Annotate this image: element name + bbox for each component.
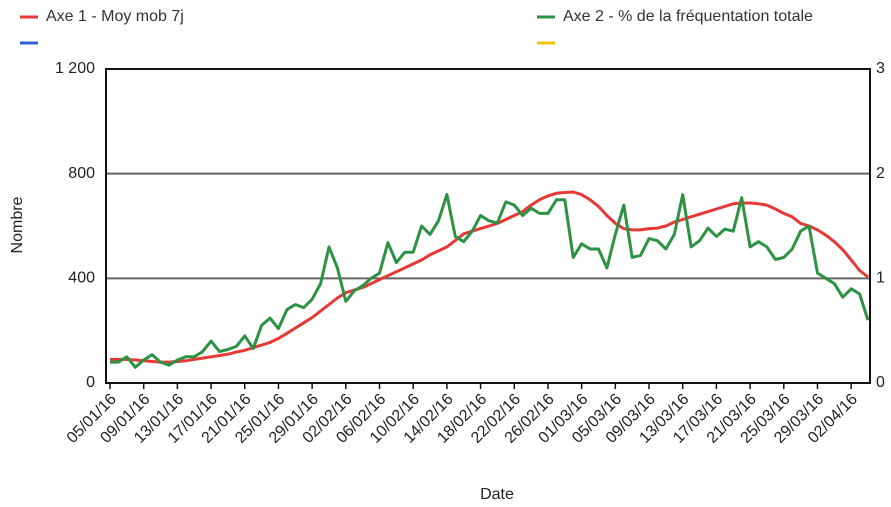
y2-tick-label: 2: [876, 165, 885, 182]
y-tick-label: 0: [86, 374, 95, 391]
plot-frame: [105, 68, 871, 384]
y2-tick-label: 3: [876, 60, 885, 77]
series-line: [110, 193, 870, 369]
y2-tick-label: 1: [876, 270, 885, 287]
x-axis-title: Date: [480, 486, 514, 503]
y-tick-label: 800: [68, 165, 95, 182]
series-line: [110, 190, 869, 364]
y-tick-label: 400: [68, 270, 95, 287]
legend-label: Axe 1 - Moy mob 7j: [46, 8, 184, 25]
y-tick-label: 1 200: [55, 60, 95, 77]
legend-label: Axe 2 - % de la fréquentation totale: [563, 8, 813, 25]
y-axis-title: Nombre: [9, 196, 26, 253]
y2-tick-label: 0: [876, 374, 885, 391]
